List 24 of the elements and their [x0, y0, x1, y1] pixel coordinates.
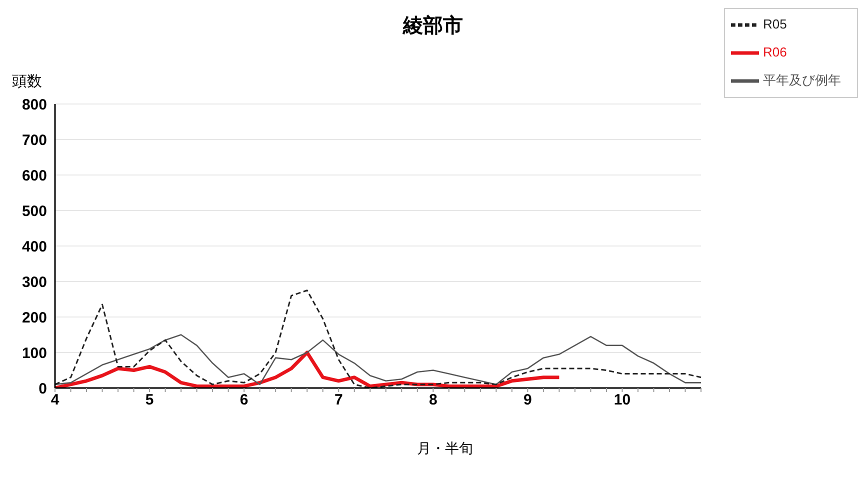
legend-label: 平年及び例年 [763, 72, 841, 88]
x-tick-label: 10 [614, 392, 631, 409]
x-tick-label: 9 [524, 392, 532, 409]
chart-title: 綾部市 [403, 15, 463, 37]
legend-label: R06 [763, 44, 787, 60]
y-tick-label: 0 [38, 380, 47, 398]
x-axis-title: 月・半旬 [416, 440, 474, 458]
x-tick-label: 4 [50, 392, 60, 409]
y-tick-label: 800 [22, 96, 47, 114]
line-series [54, 334, 702, 386]
y-tick-label: 100 [22, 344, 47, 362]
y-tick-label: 600 [22, 167, 47, 184]
y-tick-label: 200 [22, 309, 47, 326]
x-tick-label: 8 [428, 392, 438, 409]
x-tick-label: 6 [240, 392, 248, 409]
line-series [53, 350, 561, 388]
y-tick-label: 400 [22, 238, 47, 256]
y-axis-title: 頭数 [12, 72, 42, 91]
x-tick-label: 5 [145, 392, 154, 409]
y-tick-label: 700 [22, 132, 47, 149]
x-tick-label: 7 [334, 392, 343, 409]
y-tick-label: 500 [22, 202, 47, 220]
legend-label: R05 [763, 16, 787, 32]
y-tick-label: 300 [22, 274, 47, 291]
